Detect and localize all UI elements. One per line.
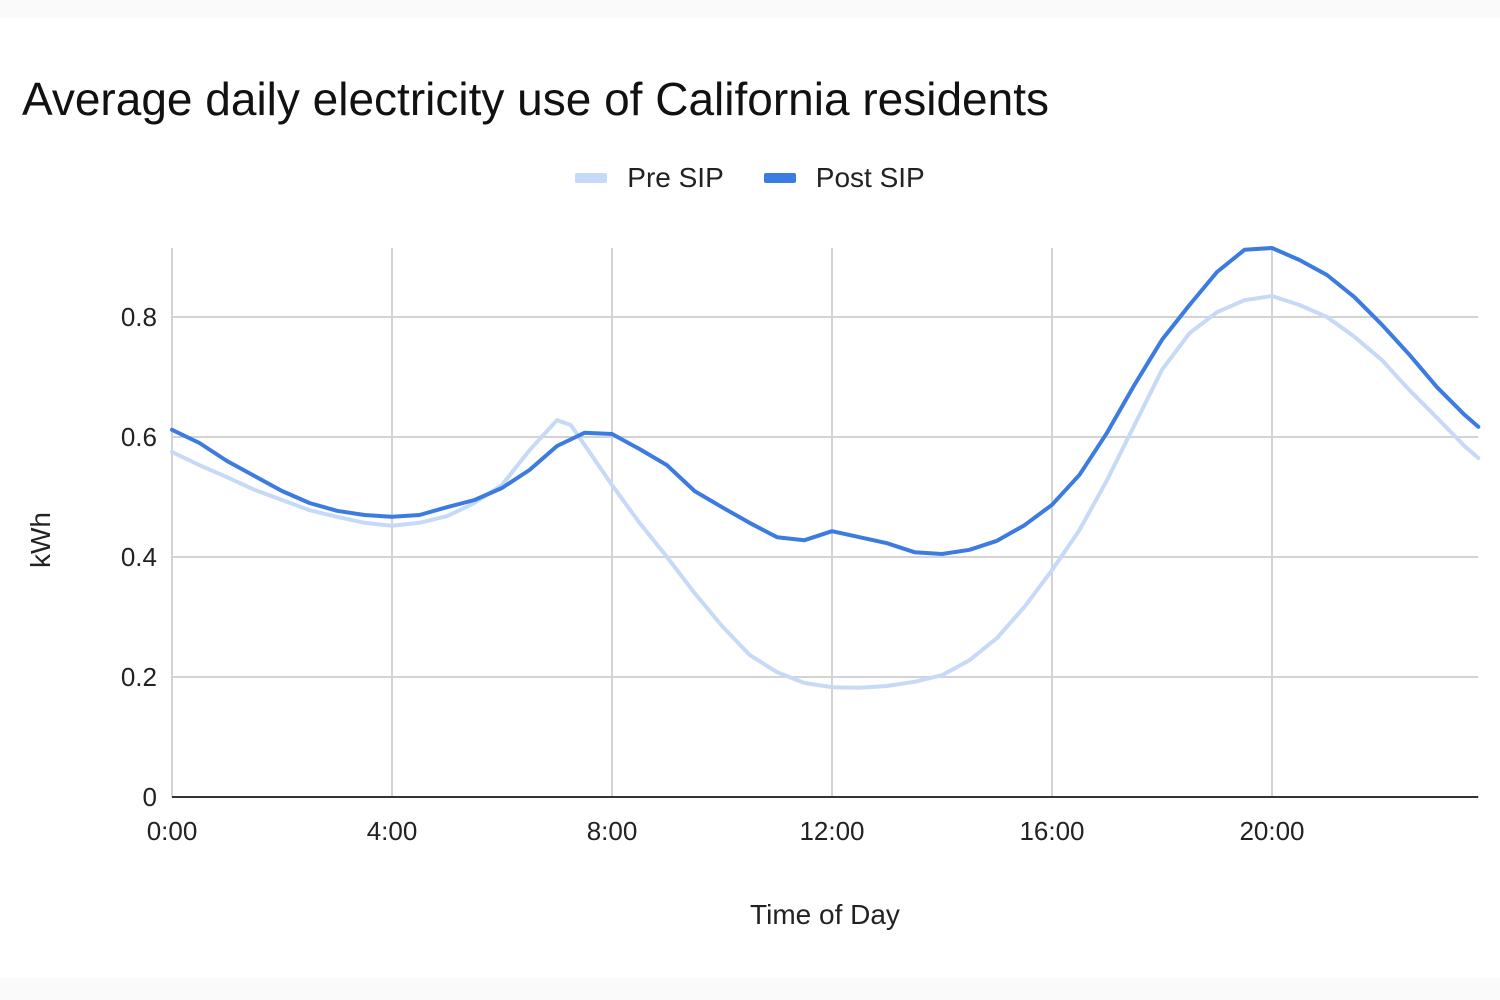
y-tick-label: 0.4	[121, 542, 157, 572]
x-tick-label: 16:00	[1019, 816, 1084, 846]
x-tick-label: 8:00	[587, 816, 638, 846]
series-line-pre-sip	[170, 294, 1481, 690]
legend-swatch-post-sip	[763, 173, 796, 183]
y-tick-label: 0.8	[121, 302, 157, 332]
x-axis-title: Time of Day	[750, 899, 900, 930]
chart-title: Average daily electricity use of Califor…	[22, 73, 1049, 125]
legend-label-post-sip: Post SIP	[815, 162, 925, 193]
legend: Pre SIP Post SIP	[0, 162, 1500, 194]
x-tick-label: 12:00	[799, 816, 864, 846]
chart-background	[0, 18, 1500, 978]
x-tick-label: 4:00	[367, 816, 418, 846]
legend-item-post-sip: Post SIP	[763, 162, 925, 194]
y-tick-label: 0	[143, 782, 157, 812]
x-tick-label: 20:00	[1239, 816, 1304, 846]
x-tick-label: 0:00	[147, 816, 198, 846]
legend-item-pre-sip: Pre SIP	[575, 162, 724, 194]
y-tick-label: 0.6	[121, 422, 157, 452]
legend-swatch-pre-sip	[575, 173, 608, 183]
series-line-post-sip	[170, 246, 1481, 556]
legend-label-pre-sip: Pre SIP	[627, 162, 724, 193]
y-tick-label: 0.2	[121, 662, 157, 692]
y-axis-title: kWh	[25, 512, 56, 568]
